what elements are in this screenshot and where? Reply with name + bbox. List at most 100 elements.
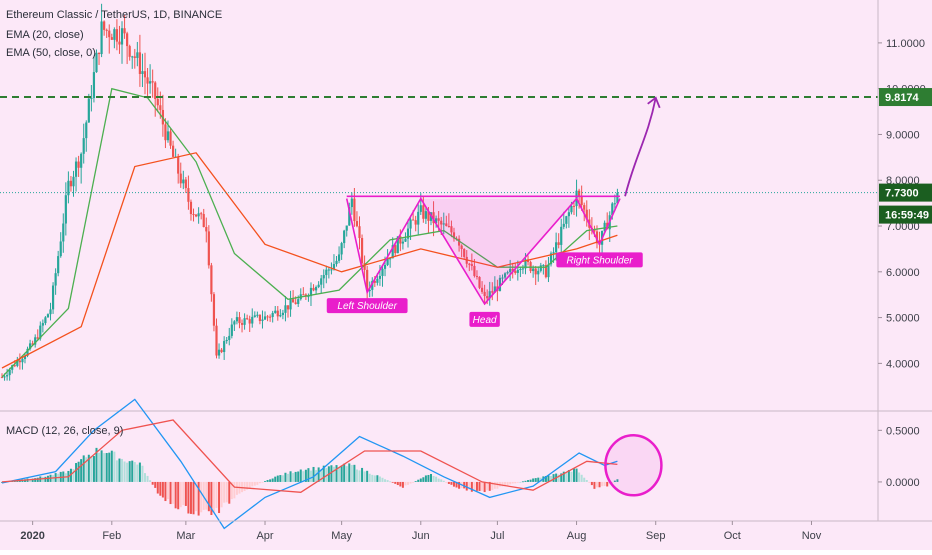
candle-body	[6, 375, 9, 377]
ema20-legend[interactable]: EMA (20, close)	[6, 29, 84, 41]
histogram-bar	[154, 481, 157, 488]
candle-body	[537, 270, 540, 275]
candle-body	[412, 219, 415, 221]
price-pane[interactable]: Left Shoulder Head Right Shoulder	[0, 3, 932, 412]
macd-tick-label: 0.0000	[886, 477, 920, 489]
histogram-bar	[156, 481, 159, 494]
candle-body	[406, 228, 410, 239]
candle-body	[258, 314, 262, 321]
histogram-bar	[161, 481, 164, 498]
candle-body	[603, 222, 606, 231]
histogram-bar	[486, 481, 489, 491]
current-price-tag-label[interactable]: 7.7300	[885, 188, 919, 200]
candle-body	[146, 77, 149, 84]
candle-body	[514, 270, 517, 273]
histogram-bar	[381, 477, 384, 482]
candle-body	[274, 310, 277, 313]
histogram-bar	[514, 481, 517, 484]
candle-body	[445, 223, 448, 226]
histogram-bar	[248, 481, 251, 489]
target-price-tag-label[interactable]: 9.8174	[885, 92, 920, 104]
candle-body	[205, 227, 208, 232]
candle-body	[327, 269, 330, 271]
candle-body	[36, 337, 39, 339]
histogram-bar	[220, 481, 223, 508]
histogram-bar	[256, 481, 259, 485]
histogram-bar	[430, 474, 432, 482]
candle-body	[297, 299, 300, 304]
histogram-bar	[200, 481, 203, 513]
histogram-bar	[366, 470, 369, 482]
time-axis: 2020 Feb Mar Apr May Jun Jul Aug Sep Oct Nov	[0, 520, 932, 542]
candle-body	[593, 228, 596, 232]
histogram-bar	[144, 473, 146, 482]
ema50-line	[1, 152, 618, 369]
candle-body	[59, 241, 62, 257]
histogram-bar	[550, 476, 553, 482]
macd-tick-label: 0.5000	[886, 425, 920, 437]
candle-body	[243, 318, 246, 325]
histogram-bar	[243, 481, 246, 491]
countdown-tag-box[interactable]	[879, 205, 932, 224]
candle-body	[595, 231, 599, 244]
candle-body	[475, 275, 479, 277]
candle-body	[23, 355, 27, 359]
histogram-bar	[304, 469, 307, 482]
histogram-bar	[437, 478, 440, 482]
candle-body	[103, 21, 106, 30]
candle-body	[156, 99, 159, 106]
histogram-bar	[603, 481, 606, 487]
histogram-bar	[110, 450, 113, 482]
candle-body	[113, 29, 116, 40]
histogram-bar	[529, 479, 532, 482]
symbol-title[interactable]: Ethereum Classic / TetherUS, 1D, BINANCE	[6, 9, 223, 21]
histogram-bar	[258, 481, 261, 484]
histogram-bar	[384, 479, 387, 482]
histogram-bar	[389, 481, 392, 483]
candle-body	[248, 319, 251, 324]
current-price-tag-box[interactable]	[879, 183, 932, 202]
candle-body	[169, 131, 172, 146]
time-tick-label: Jun	[412, 530, 430, 542]
target-price-tag-box[interactable]	[879, 88, 932, 107]
candle-body	[228, 335, 231, 340]
candle-body	[64, 195, 67, 224]
histogram-bar	[36, 477, 39, 482]
candle-body	[235, 317, 239, 322]
histogram-bar	[358, 470, 361, 482]
histogram-bar	[394, 481, 397, 484]
macd-pane[interactable]	[1, 398, 663, 530]
candle-body	[353, 198, 356, 222]
candle-body	[468, 263, 471, 265]
histogram-bar	[332, 466, 335, 482]
histogram-bar	[184, 481, 187, 506]
histogram-bar	[345, 466, 348, 482]
candle-body	[72, 176, 75, 187]
candle-body	[210, 265, 213, 295]
histogram-bar	[534, 478, 537, 482]
candle-body	[562, 223, 565, 227]
histogram-bar	[401, 481, 404, 488]
price-axis[interactable]: 4.00005.00006.00007.00008.00009.000010.0…	[877, 0, 932, 521]
countdown-tag-label[interactable]: 16:59:49	[885, 210, 929, 222]
histogram-bar	[407, 481, 410, 485]
histogram-bar	[118, 458, 121, 482]
histogram-bar	[470, 481, 473, 492]
histogram-bar	[335, 465, 338, 482]
histogram-bar	[432, 475, 435, 482]
ema50-legend[interactable]: EMA (50, close, 0)	[6, 47, 96, 59]
macd-legend[interactable]: MACD (12, 26, close, 9)	[6, 425, 124, 437]
histogram-bar	[115, 460, 118, 482]
candle-body	[360, 238, 364, 264]
candle-body	[567, 212, 570, 217]
histogram-bar	[159, 481, 162, 496]
candle-body	[240, 323, 244, 325]
candle-body	[131, 56, 134, 58]
histogram-bar	[149, 480, 152, 482]
candle-body	[46, 314, 50, 318]
projection-arrow	[624, 97, 657, 197]
macd-axis[interactable]: 0.0000 0.5000	[878, 425, 920, 489]
histogram-bar	[164, 481, 167, 502]
histogram-bar	[92, 456, 95, 482]
